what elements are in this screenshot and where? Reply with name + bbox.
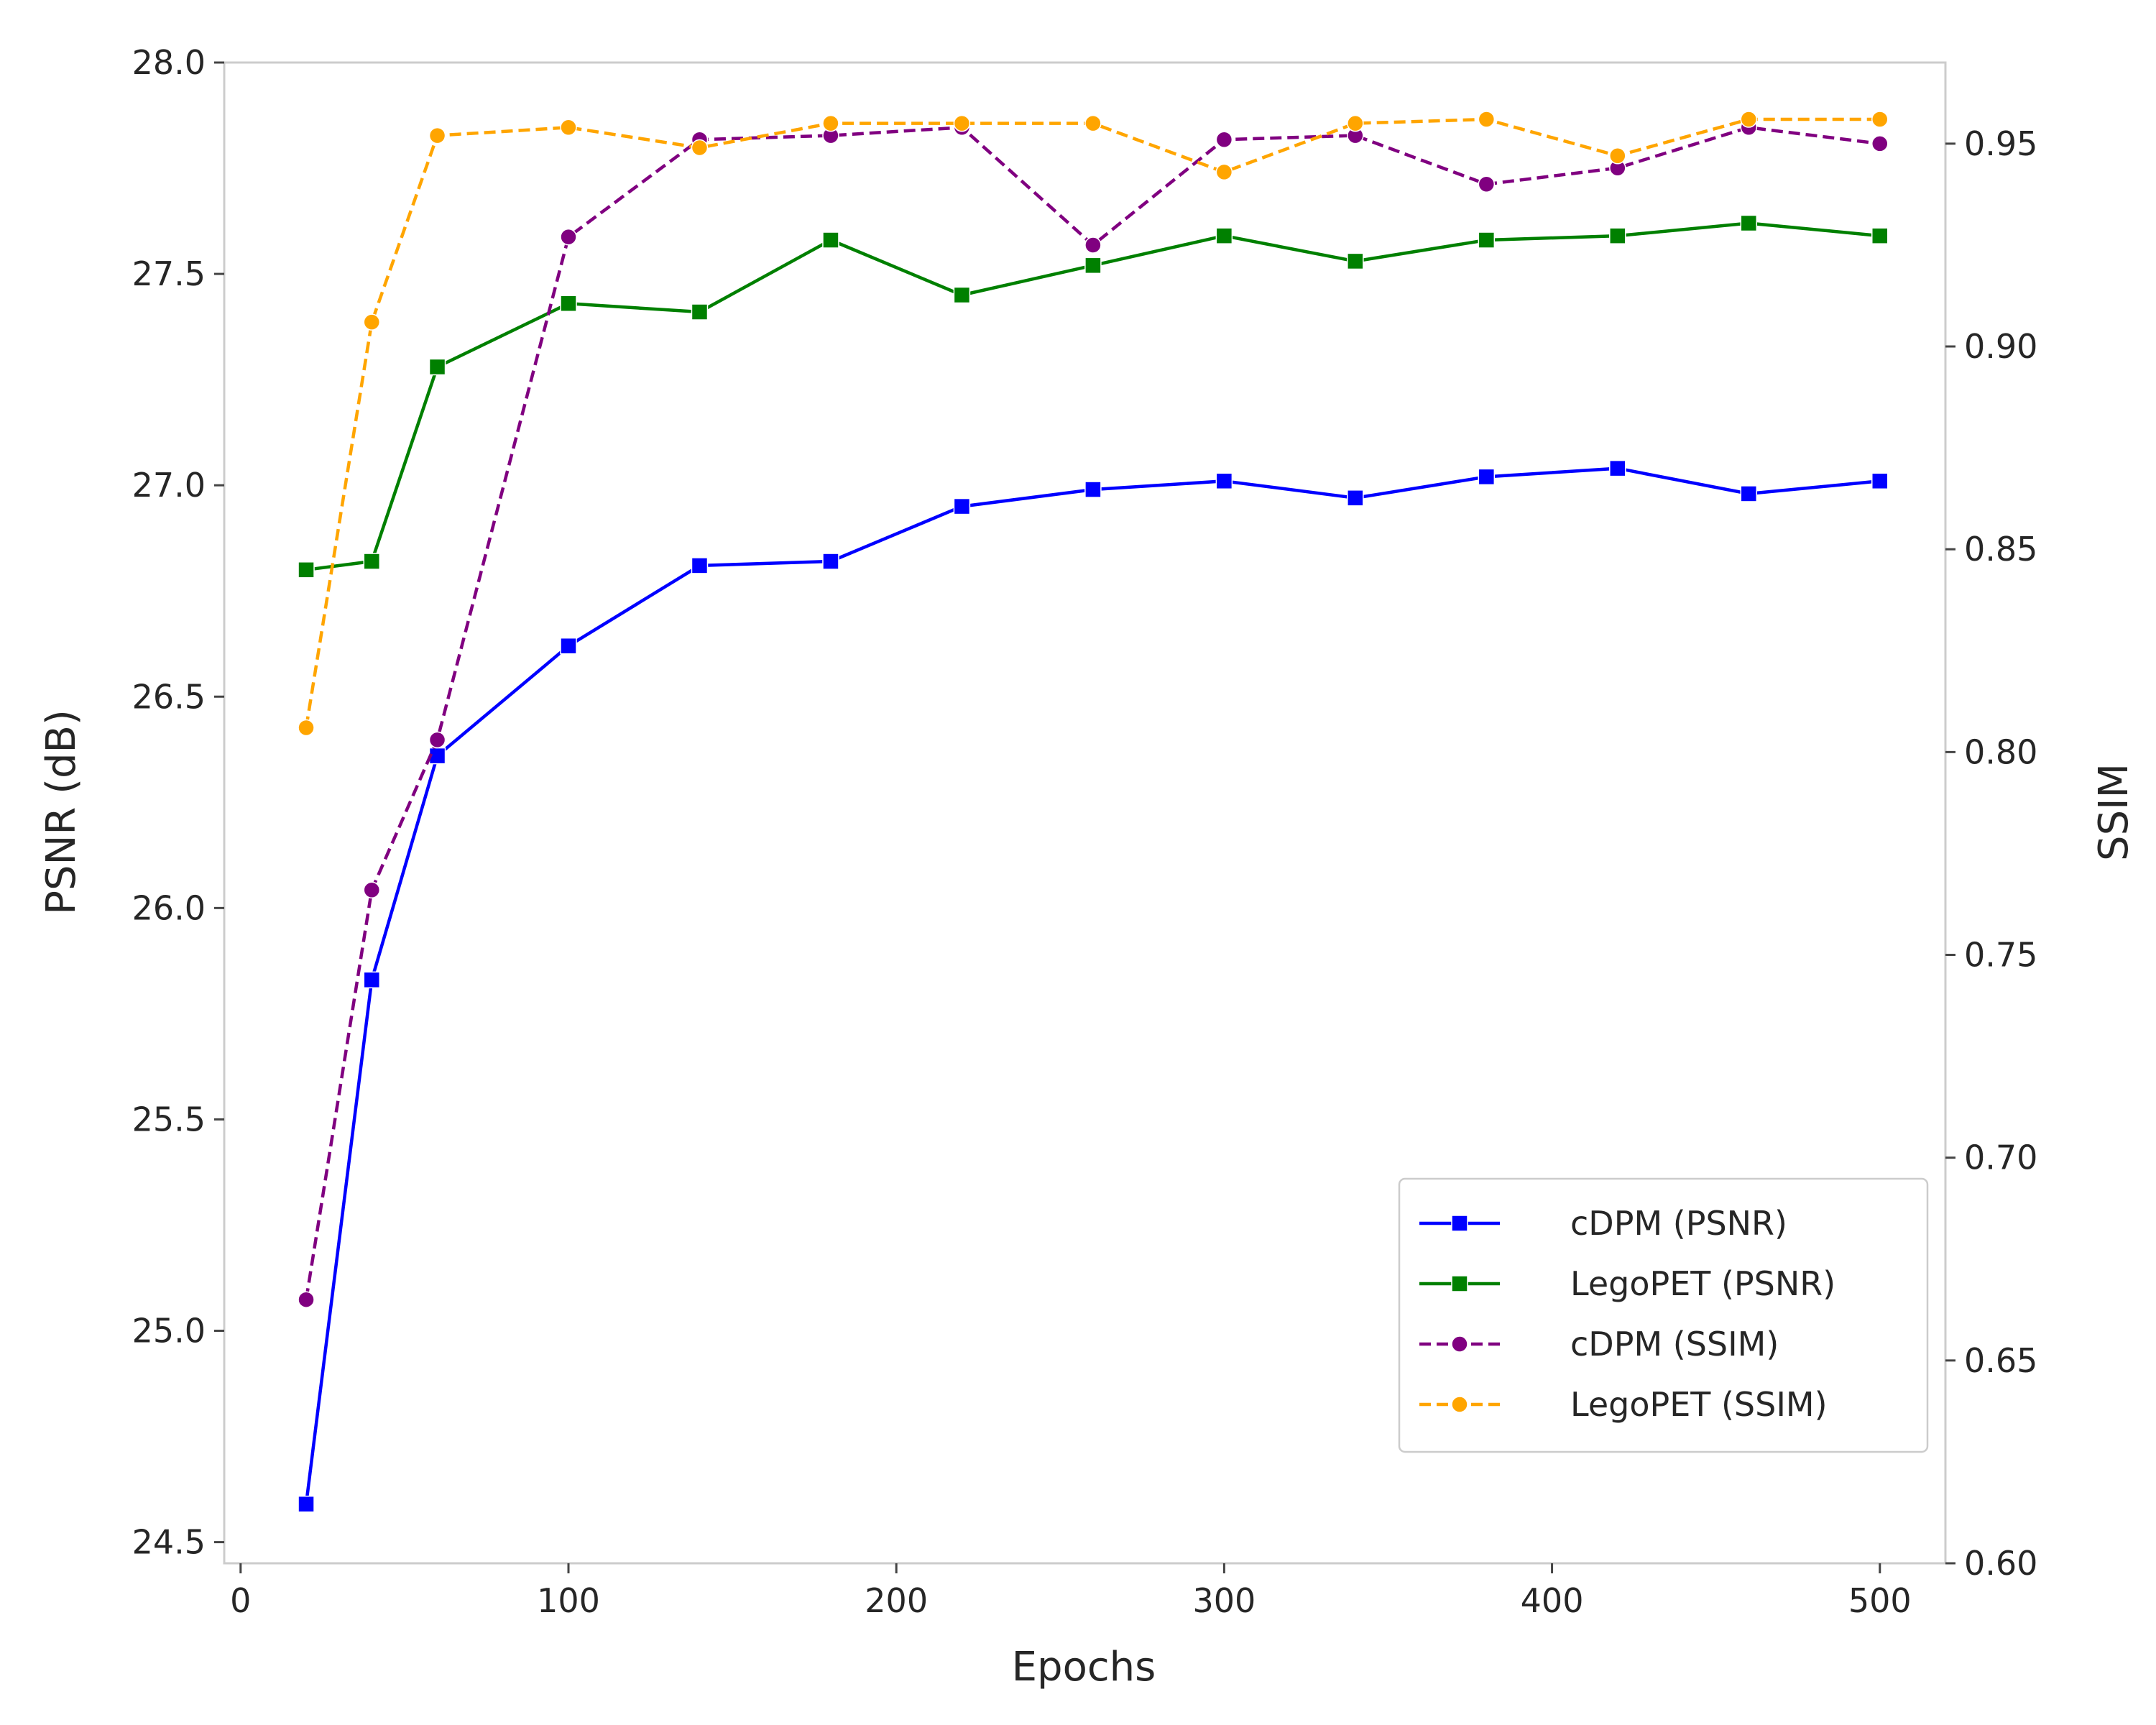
data-point bbox=[1609, 227, 1626, 244]
data-point bbox=[1871, 111, 1889, 128]
data-point bbox=[363, 313, 381, 331]
data-point bbox=[691, 303, 709, 321]
y2-tick-label: 0.75 bbox=[1964, 936, 2037, 975]
y2-tick-label: 0.70 bbox=[1964, 1138, 2037, 1177]
x-tick-label: 400 bbox=[1521, 1581, 1584, 1620]
legend-marker bbox=[1451, 1396, 1468, 1413]
data-point bbox=[560, 295, 577, 313]
y-tick-label: 24.5 bbox=[132, 1523, 206, 1562]
data-point bbox=[953, 286, 971, 304]
y2-tick-label: 0.85 bbox=[1964, 530, 2037, 569]
axes: 0 100 200 300 400 500 24.5 25.0 25.5 26.0 26.5 27.0… bbox=[132, 43, 2038, 1620]
legend-box bbox=[1398, 1177, 1929, 1453]
series-line bbox=[304, 117, 1880, 728]
data-point bbox=[1215, 472, 1233, 490]
data-point bbox=[953, 114, 971, 132]
y2-tick-label: 0.60 bbox=[1964, 1544, 2037, 1583]
y-tick-label: 27.5 bbox=[132, 254, 206, 293]
y2-tick-label: 0.80 bbox=[1964, 732, 2037, 771]
data-point bbox=[428, 358, 446, 376]
data-point bbox=[298, 719, 315, 737]
data-point bbox=[363, 881, 381, 898]
legend-marker bbox=[1451, 1275, 1468, 1292]
data-point bbox=[1609, 147, 1626, 165]
data-point bbox=[1871, 135, 1889, 152]
data-point bbox=[1215, 131, 1233, 148]
legend-label: LegoPET (SSIM) bbox=[1570, 1385, 1828, 1424]
data-point bbox=[1084, 114, 1102, 132]
data-point bbox=[1871, 472, 1889, 490]
data-point bbox=[1084, 257, 1102, 275]
legend-label: cDPM (SSIM) bbox=[1570, 1325, 1779, 1363]
x-tick-label: 200 bbox=[865, 1581, 928, 1620]
data-point bbox=[1478, 111, 1496, 128]
y-tick-label: 27.0 bbox=[132, 466, 206, 505]
data-point bbox=[1609, 459, 1626, 477]
x-axis-label: Epochs bbox=[1012, 1644, 1156, 1690]
data-point bbox=[298, 561, 315, 579]
y-tick-label: 28.0 bbox=[132, 43, 206, 82]
legend-label: cDPM (PSNR) bbox=[1570, 1204, 1787, 1243]
data-point bbox=[1084, 236, 1102, 254]
data-point bbox=[953, 497, 971, 515]
data-point bbox=[428, 126, 446, 144]
data-point bbox=[822, 114, 839, 132]
legend-marker bbox=[1451, 1335, 1468, 1353]
y2-axis-label: SSIM bbox=[2091, 763, 2137, 861]
series-1 bbox=[298, 214, 1889, 579]
data-point bbox=[1347, 114, 1364, 132]
series-line bbox=[304, 126, 1881, 1300]
legend-label: LegoPET (PSNR) bbox=[1570, 1264, 1835, 1303]
axes-frame bbox=[223, 61, 1947, 1565]
series-0 bbox=[298, 459, 1889, 1513]
x-tick-label: 300 bbox=[1192, 1581, 1256, 1620]
data-point bbox=[428, 731, 446, 749]
data-point bbox=[560, 637, 577, 655]
data-point bbox=[298, 1291, 315, 1308]
data-point bbox=[1215, 163, 1233, 181]
x-tick-label: 100 bbox=[537, 1581, 600, 1620]
y-tick-label: 26.5 bbox=[132, 677, 206, 716]
data-point bbox=[1347, 489, 1364, 507]
y-axis-label: PSNR (dB) bbox=[38, 709, 85, 915]
legend: cDPM (PSNR) LegoPET (PSNR) cDPM (SSIM) Lego… bbox=[1398, 1177, 1929, 1453]
data-point bbox=[1084, 481, 1102, 498]
data-point bbox=[363, 971, 381, 989]
x-tick-label: 0 bbox=[230, 1581, 251, 1620]
series-layer bbox=[298, 111, 1889, 1513]
data-point bbox=[1871, 227, 1889, 244]
x-tick-label: 500 bbox=[1848, 1581, 1912, 1620]
data-point bbox=[691, 557, 709, 574]
series-line bbox=[305, 221, 1881, 572]
y-tick-label: 25.5 bbox=[132, 1100, 206, 1138]
y2-tick-label: 0.90 bbox=[1964, 327, 2037, 366]
data-point bbox=[691, 139, 709, 157]
y2-tick-label: 0.65 bbox=[1964, 1341, 2037, 1380]
data-point bbox=[1478, 468, 1496, 486]
data-point bbox=[560, 119, 577, 137]
legend-marker bbox=[1451, 1215, 1468, 1232]
data-point bbox=[1478, 231, 1496, 249]
data-point bbox=[298, 1495, 315, 1513]
y-tick-label: 25.0 bbox=[132, 1312, 206, 1351]
y-tick-label: 26.0 bbox=[132, 888, 206, 927]
data-point bbox=[560, 228, 577, 246]
data-point bbox=[822, 553, 839, 570]
data-point bbox=[1740, 111, 1758, 128]
data-point bbox=[1740, 485, 1758, 502]
series-line bbox=[304, 466, 1881, 1504]
y2-tick-label: 0.95 bbox=[1964, 124, 2037, 163]
data-point bbox=[822, 231, 839, 249]
data-point bbox=[1478, 175, 1496, 193]
series-3 bbox=[298, 111, 1889, 737]
data-point bbox=[363, 553, 381, 570]
data-point bbox=[1215, 227, 1233, 244]
data-point bbox=[1347, 252, 1364, 270]
data-point bbox=[1740, 214, 1758, 232]
